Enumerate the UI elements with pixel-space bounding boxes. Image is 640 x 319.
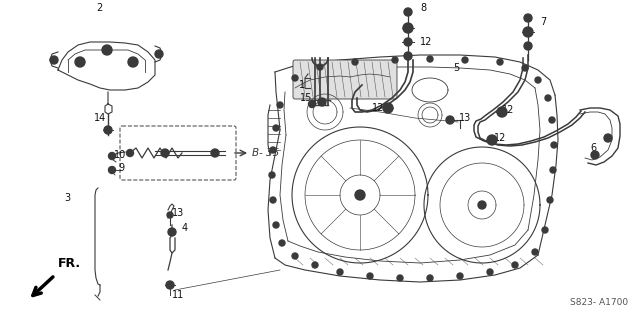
Circle shape	[550, 167, 556, 173]
Circle shape	[462, 57, 468, 63]
Text: 2: 2	[96, 3, 102, 13]
Circle shape	[277, 102, 283, 108]
Circle shape	[542, 227, 548, 233]
Circle shape	[270, 197, 276, 203]
Text: 12: 12	[502, 105, 515, 115]
Circle shape	[317, 64, 323, 70]
Circle shape	[292, 75, 298, 81]
Circle shape	[279, 240, 285, 246]
Circle shape	[355, 190, 365, 200]
Circle shape	[404, 52, 412, 60]
Text: 12: 12	[420, 37, 433, 47]
Circle shape	[404, 38, 412, 46]
Text: S823- A1700: S823- A1700	[570, 298, 628, 307]
Circle shape	[446, 116, 454, 124]
Circle shape	[532, 249, 538, 255]
Circle shape	[168, 228, 176, 236]
Circle shape	[523, 27, 533, 37]
Circle shape	[273, 222, 279, 228]
Text: 14: 14	[94, 113, 106, 123]
Circle shape	[524, 14, 532, 22]
Circle shape	[127, 150, 134, 157]
Circle shape	[292, 253, 298, 259]
Circle shape	[397, 275, 403, 281]
Circle shape	[404, 8, 412, 16]
Circle shape	[273, 125, 279, 131]
Circle shape	[337, 269, 343, 275]
Circle shape	[128, 57, 138, 67]
Circle shape	[457, 273, 463, 279]
Circle shape	[270, 147, 276, 153]
Circle shape	[427, 275, 433, 281]
Text: 9: 9	[118, 163, 124, 173]
Text: 15: 15	[300, 93, 312, 103]
Circle shape	[104, 126, 112, 134]
Circle shape	[545, 95, 551, 101]
Circle shape	[308, 100, 316, 108]
Circle shape	[109, 167, 115, 174]
Circle shape	[102, 45, 112, 55]
Text: 10: 10	[114, 150, 126, 160]
Circle shape	[497, 107, 507, 117]
Circle shape	[512, 262, 518, 268]
Circle shape	[547, 197, 553, 203]
Circle shape	[166, 281, 174, 289]
Circle shape	[109, 152, 115, 160]
Text: 6: 6	[590, 143, 596, 153]
Circle shape	[211, 149, 219, 157]
Text: B- 35: B- 35	[252, 148, 279, 158]
Circle shape	[403, 23, 413, 33]
Circle shape	[352, 59, 358, 65]
Circle shape	[75, 57, 85, 67]
Text: 5: 5	[453, 63, 460, 73]
Text: 11: 11	[172, 290, 184, 300]
Circle shape	[155, 50, 163, 58]
Text: 8: 8	[420, 3, 426, 13]
Text: 1: 1	[299, 80, 305, 90]
Circle shape	[524, 42, 532, 50]
Circle shape	[161, 149, 169, 157]
Text: 4: 4	[182, 223, 188, 233]
Circle shape	[551, 142, 557, 148]
Circle shape	[604, 134, 612, 142]
Circle shape	[312, 262, 318, 268]
Text: 13: 13	[172, 208, 184, 218]
Text: 12: 12	[372, 103, 385, 113]
Circle shape	[478, 201, 486, 209]
Circle shape	[269, 172, 275, 178]
Circle shape	[318, 98, 326, 106]
Circle shape	[50, 56, 58, 64]
FancyBboxPatch shape	[293, 60, 397, 99]
Text: FR.: FR.	[58, 257, 81, 270]
Circle shape	[487, 135, 497, 145]
Circle shape	[591, 151, 599, 159]
Circle shape	[427, 56, 433, 62]
Circle shape	[549, 117, 555, 123]
Circle shape	[487, 269, 493, 275]
Circle shape	[497, 59, 503, 65]
Text: 13: 13	[459, 113, 471, 123]
Circle shape	[392, 57, 398, 63]
Text: 7: 7	[540, 17, 547, 27]
Circle shape	[167, 212, 173, 218]
Circle shape	[383, 103, 393, 113]
Circle shape	[367, 273, 373, 279]
Circle shape	[535, 77, 541, 83]
Text: 3: 3	[64, 193, 70, 203]
Circle shape	[522, 65, 528, 71]
Text: 12: 12	[494, 133, 506, 143]
